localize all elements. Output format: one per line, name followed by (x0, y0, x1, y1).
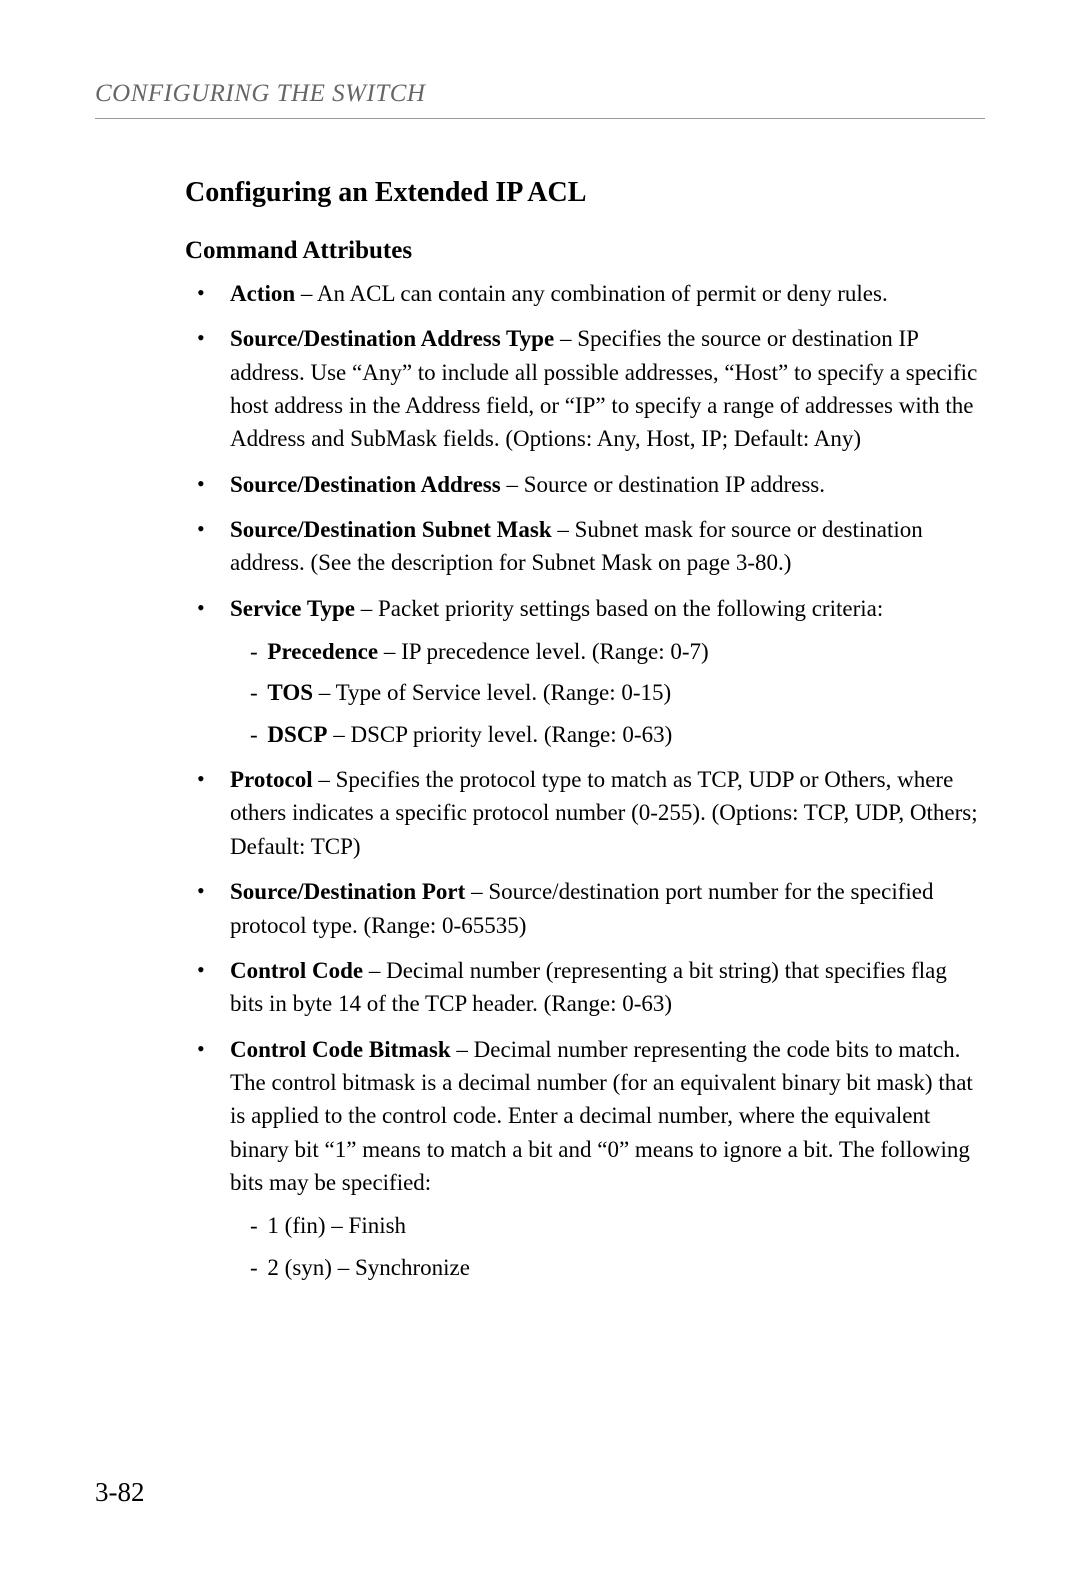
sub-label: TOS (267, 680, 313, 705)
list-item: Source/Destination Address – Source or d… (185, 468, 980, 501)
sub-list-item: - 2 (syn) – Synchronize (250, 1251, 980, 1284)
dash: - (250, 680, 262, 705)
dash: - (250, 722, 262, 747)
item-desc: – An ACL can contain any combination of … (295, 281, 888, 306)
sub-list-item: - DSCP – DSCP priority level. (Range: 0-… (250, 718, 980, 751)
list-item: Control Code – Decimal number (represent… (185, 954, 980, 1021)
content-area: Configuring an Extended IP ACL Command A… (95, 177, 985, 1284)
item-label: Source/Destination Address (230, 472, 501, 497)
list-item: Source/Destination Address Type – Specif… (185, 322, 980, 455)
section-title: Configuring an Extended IP ACL (185, 177, 980, 209)
list-item: Service Type – Packet priority settings … (185, 592, 980, 751)
list-item: Action – An ACL can contain any combinat… (185, 277, 980, 310)
sub-label: DSCP (267, 722, 327, 747)
item-desc: – Specifies the protocol type to match a… (230, 767, 978, 859)
sub-text: 2 (syn) – Synchronize (267, 1255, 470, 1280)
header-rule (95, 118, 985, 119)
item-label: Source/Destination Address Type (230, 326, 554, 351)
item-label: Action (230, 281, 295, 306)
running-header: CONFIGURING THE SWITCH (95, 80, 985, 108)
item-label: Service Type (230, 596, 355, 621)
attribute-list: Action – An ACL can contain any combinat… (185, 277, 980, 1284)
list-item: Protocol – Specifies the protocol type t… (185, 763, 980, 863)
item-label: Source/Destination Port (230, 879, 465, 904)
sub-list-item: - 1 (fin) – Finish (250, 1209, 980, 1242)
dash: - (250, 1213, 262, 1238)
sub-list-item: - Precedence – IP precedence level. (Ran… (250, 635, 980, 668)
dash: - (250, 1255, 262, 1280)
item-label: Control Code (230, 958, 363, 983)
subsection-title: Command Attributes (185, 237, 980, 265)
sub-list: - 1 (fin) – Finish - 2 (syn) – Synchroni… (230, 1209, 980, 1284)
dash: - (250, 639, 262, 664)
list-item: Source/Destination Port – Source/destina… (185, 875, 980, 942)
page-number: 3-82 (95, 1477, 145, 1508)
item-desc: – Packet priority settings based on the … (355, 596, 883, 621)
sub-text: 1 (fin) – Finish (267, 1213, 406, 1238)
list-item: Control Code Bitmask – Decimal number re… (185, 1033, 980, 1284)
document-page: CONFIGURING THE SWITCH Configuring an Ex… (0, 0, 1080, 1356)
item-desc: – Source or destination IP address. (501, 472, 825, 497)
sub-list: - Precedence – IP precedence level. (Ran… (230, 635, 980, 751)
item-label: Protocol (230, 767, 313, 792)
sub-desc: – IP precedence level. (Range: 0-7) (378, 639, 709, 664)
item-label: Source/Destination Subnet Mask (230, 517, 552, 542)
list-item: Source/Destination Subnet Mask – Subnet … (185, 513, 980, 580)
sub-desc: – Type of Service level. (Range: 0-15) (313, 680, 671, 705)
sub-label: Precedence (267, 639, 378, 664)
sub-desc: – DSCP priority level. (Range: 0-63) (327, 722, 672, 747)
item-label: Control Code Bitmask (230, 1037, 451, 1062)
sub-list-item: - TOS – Type of Service level. (Range: 0… (250, 676, 980, 709)
